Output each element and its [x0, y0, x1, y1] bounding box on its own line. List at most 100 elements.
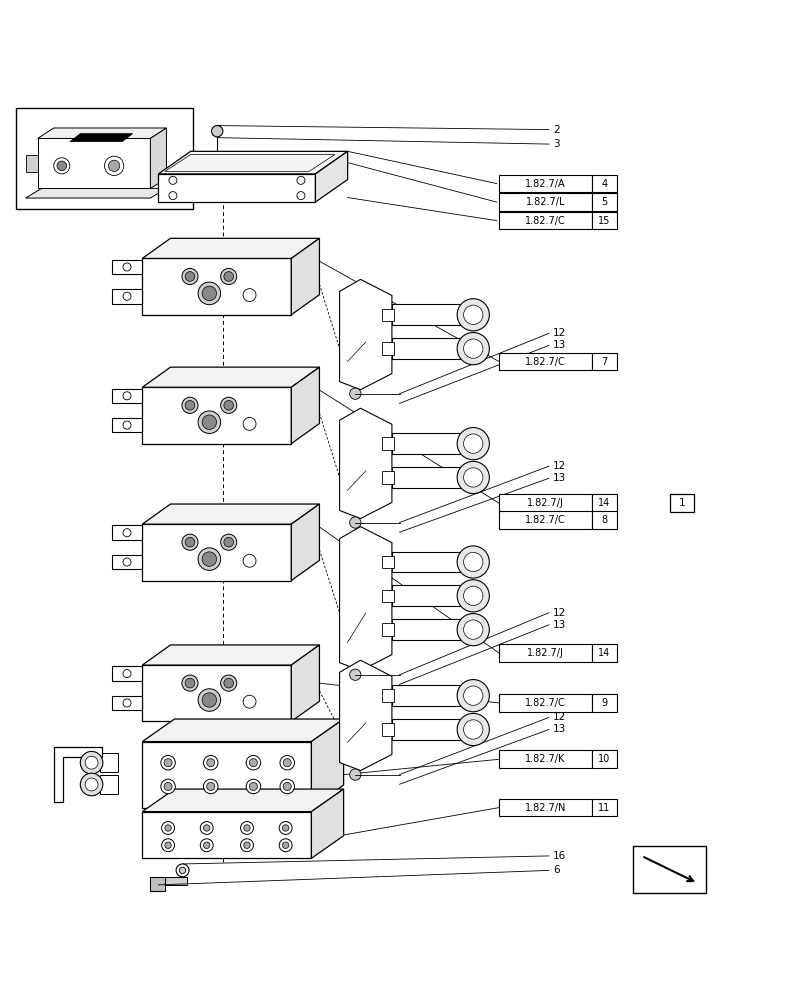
Polygon shape	[112, 525, 142, 540]
Bar	[591, 175, 617, 192]
Polygon shape	[26, 155, 38, 172]
Circle shape	[241, 822, 254, 834]
Circle shape	[464, 552, 483, 572]
Text: 12: 12	[553, 712, 566, 722]
Circle shape	[182, 534, 198, 550]
Circle shape	[221, 397, 237, 413]
Bar	[499, 694, 591, 712]
Circle shape	[246, 779, 261, 794]
Circle shape	[85, 778, 98, 791]
Circle shape	[280, 779, 294, 794]
Circle shape	[224, 272, 234, 281]
Text: 12: 12	[553, 608, 566, 618]
Text: 1.82.7/K: 1.82.7/K	[525, 754, 566, 764]
Circle shape	[244, 825, 250, 831]
Polygon shape	[142, 504, 319, 524]
Text: 1.82.7/J: 1.82.7/J	[527, 498, 564, 508]
Circle shape	[280, 822, 292, 834]
Circle shape	[123, 529, 131, 537]
Circle shape	[161, 779, 175, 794]
Circle shape	[162, 822, 175, 834]
Bar	[633, 846, 706, 893]
Circle shape	[464, 586, 483, 605]
Bar	[392, 304, 461, 325]
Circle shape	[224, 400, 234, 410]
Polygon shape	[158, 151, 347, 174]
Circle shape	[169, 176, 177, 184]
Circle shape	[185, 537, 195, 547]
Circle shape	[457, 614, 490, 646]
Circle shape	[207, 759, 215, 767]
Circle shape	[204, 842, 210, 848]
Polygon shape	[142, 258, 291, 315]
Text: 1.82.7/C: 1.82.7/C	[525, 216, 566, 226]
Polygon shape	[38, 138, 150, 188]
Bar	[16, 108, 193, 209]
Polygon shape	[142, 387, 291, 444]
Circle shape	[202, 415, 217, 429]
Bar	[591, 193, 617, 211]
Polygon shape	[315, 151, 347, 202]
Text: 14: 14	[599, 648, 611, 658]
Circle shape	[204, 779, 218, 794]
Polygon shape	[158, 174, 315, 202]
Circle shape	[350, 517, 361, 528]
Text: 2: 2	[553, 125, 560, 135]
Circle shape	[297, 176, 305, 184]
Text: 1.82.7/C: 1.82.7/C	[525, 698, 566, 708]
Polygon shape	[112, 555, 142, 569]
Bar	[100, 775, 118, 794]
Bar	[382, 556, 393, 568]
Circle shape	[464, 305, 483, 324]
Circle shape	[182, 675, 198, 691]
Circle shape	[243, 554, 256, 567]
Circle shape	[457, 546, 490, 578]
Bar	[382, 437, 393, 450]
Circle shape	[221, 675, 237, 691]
Bar	[382, 689, 393, 702]
Text: 13: 13	[553, 473, 566, 483]
Circle shape	[221, 268, 237, 285]
Circle shape	[164, 782, 172, 790]
Text: 1.82.7/C: 1.82.7/C	[525, 357, 566, 367]
Circle shape	[350, 669, 361, 680]
Bar	[392, 338, 461, 359]
Bar	[382, 342, 393, 355]
Text: 3: 3	[553, 139, 560, 149]
Bar	[392, 467, 461, 488]
Polygon shape	[142, 238, 319, 258]
Circle shape	[244, 842, 250, 848]
Circle shape	[241, 839, 254, 852]
Circle shape	[179, 867, 186, 874]
Circle shape	[464, 434, 483, 453]
Circle shape	[202, 552, 217, 566]
Polygon shape	[38, 128, 166, 138]
Circle shape	[457, 580, 490, 612]
Polygon shape	[165, 155, 335, 171]
Polygon shape	[339, 527, 392, 671]
Circle shape	[104, 156, 124, 175]
Bar	[591, 212, 617, 229]
Polygon shape	[112, 696, 142, 710]
Circle shape	[224, 537, 234, 547]
Polygon shape	[165, 877, 187, 885]
Text: 8: 8	[601, 515, 608, 525]
Polygon shape	[142, 812, 311, 858]
Polygon shape	[112, 260, 142, 274]
Circle shape	[457, 428, 490, 460]
Circle shape	[57, 161, 66, 171]
Bar	[591, 494, 617, 512]
Circle shape	[350, 769, 361, 780]
Circle shape	[457, 680, 490, 712]
Polygon shape	[150, 877, 165, 891]
Polygon shape	[150, 128, 166, 188]
Text: 12: 12	[553, 328, 566, 338]
Circle shape	[297, 192, 305, 200]
Bar	[499, 644, 591, 662]
Circle shape	[53, 158, 69, 174]
Circle shape	[250, 782, 258, 790]
Circle shape	[182, 268, 198, 285]
Circle shape	[123, 421, 131, 429]
Circle shape	[198, 411, 221, 433]
Circle shape	[165, 825, 171, 831]
